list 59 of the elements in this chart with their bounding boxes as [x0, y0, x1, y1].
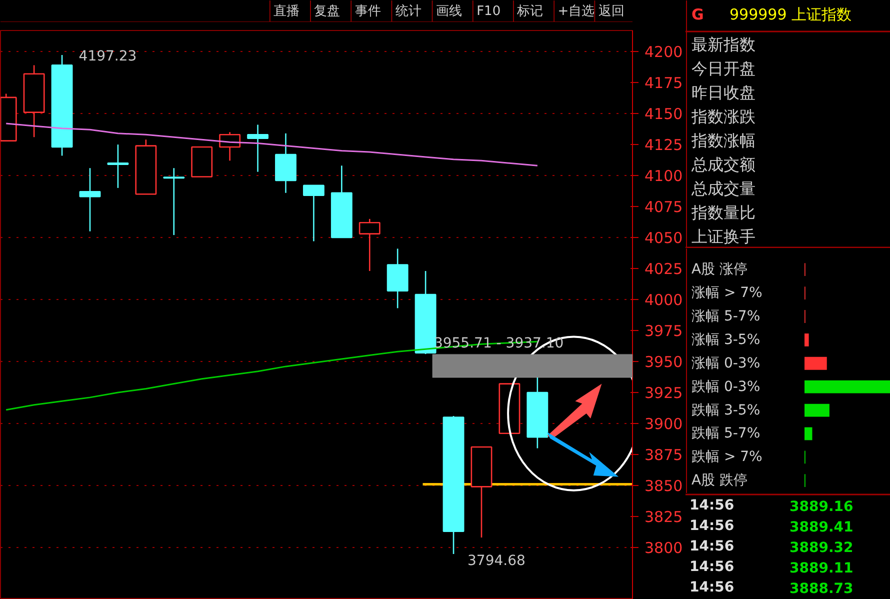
text: 昨日收盘 [692, 83, 756, 102]
y-tick-label: 4025 [644, 260, 683, 278]
category-label: 14:56 [690, 580, 734, 596]
text: 统计 [395, 4, 422, 19]
y-tick-label: 4175 [644, 74, 683, 92]
y-tick-label: 4050 [644, 229, 683, 248]
text: 画线 [436, 4, 462, 19]
text: F10 [476, 4, 501, 19]
y-tick-label: 4075 [644, 198, 683, 216]
y-tick-label: 3950 [644, 352, 683, 371]
text: 999999 上证指数 [730, 6, 852, 24]
y-tick-label: 涨幅 0-3% [692, 355, 760, 372]
y-tick-label: A股 跌停 [692, 472, 748, 489]
y-tick-label: A股 涨停 [692, 262, 748, 278]
y-tick-label: 跌幅 0-3% [692, 378, 760, 395]
text: 事件 [354, 4, 381, 19]
y-tick-label: 4200 [644, 43, 683, 62]
y-tick-label: 跌幅 > 7% [692, 449, 762, 466]
y-tick-label: 4125 [644, 136, 683, 154]
text: 指数涨跌 [690, 107, 756, 126]
text: 指数量比 [690, 203, 756, 222]
text: 指数涨幅 [690, 131, 756, 150]
y-tick-label: 3875 [644, 446, 683, 464]
text: 上证换手 [692, 227, 756, 246]
y-tick-label: 4100 [644, 167, 683, 186]
text: 最新指数 [692, 35, 756, 54]
y-tick-label: 3800 [644, 538, 683, 557]
y-tick-label: 涨幅 3-5% [692, 332, 760, 348]
data-label: 3889.16 [790, 499, 854, 515]
text: 直播 [274, 4, 300, 19]
category-label: 14:56 [690, 518, 734, 534]
text: 标记 [516, 4, 544, 19]
text: 总成交量 [690, 179, 756, 198]
text: 返回 [598, 4, 624, 19]
y-tick-label: 3975 [644, 322, 683, 340]
y-tick-label: 3850 [644, 476, 683, 495]
data-label: 3888.73 [790, 581, 854, 597]
text: 总成交额 [690, 155, 756, 174]
y-tick-label: 4000 [644, 291, 683, 310]
text: 复盘 [314, 4, 340, 19]
category-label: 14:56 [690, 538, 734, 554]
data-label: 3889.32 [790, 540, 854, 556]
y-tick-label: 跌幅 5-7% [692, 426, 760, 442]
data-label: 3889.41 [790, 520, 854, 536]
y-tick-label: 涨幅 5-7% [692, 308, 760, 324]
text: G [692, 6, 704, 24]
annotation: 4197.23 [78, 48, 137, 65]
category-label: 14:56 [690, 559, 734, 575]
y-tick-label: 3900 [644, 414, 683, 433]
annotation: 3794.68 [468, 553, 526, 570]
category-label: 14:56 [690, 498, 734, 514]
data-label: 3889.11 [790, 560, 854, 576]
text: +自选 [558, 4, 595, 19]
y-tick-label: 4150 [644, 105, 683, 124]
y-tick-label: 3925 [644, 384, 683, 402]
y-tick-label: 涨幅 > 7% [692, 285, 762, 302]
y-tick-label: 跌幅 3-5% [692, 402, 760, 418]
y-tick-label: 3825 [644, 508, 683, 526]
text: 今日开盘 [692, 59, 756, 78]
